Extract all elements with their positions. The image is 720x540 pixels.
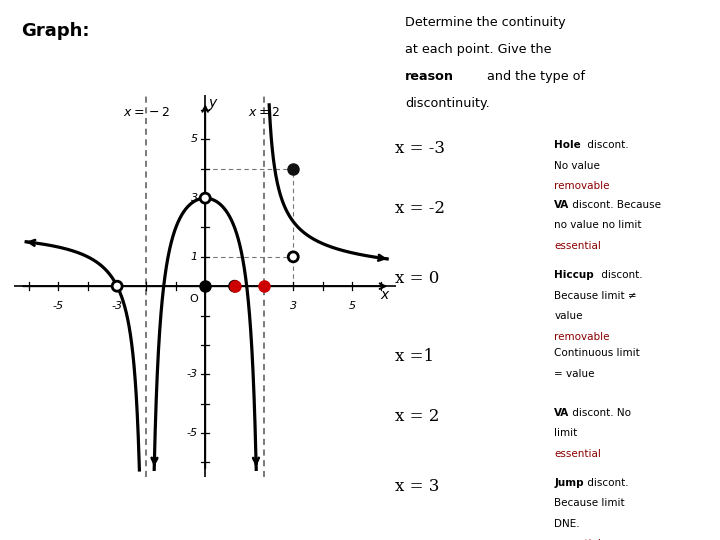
Circle shape bbox=[112, 281, 122, 291]
Text: Jump: Jump bbox=[554, 478, 584, 488]
Text: -5: -5 bbox=[186, 428, 198, 438]
Text: Continuous limit: Continuous limit bbox=[554, 348, 640, 359]
Text: DNE.: DNE. bbox=[554, 519, 580, 529]
Text: x = 2: x = 2 bbox=[395, 408, 440, 424]
Text: y: y bbox=[208, 96, 217, 110]
Text: at each point. Give the: at each point. Give the bbox=[405, 43, 552, 56]
Text: -5: -5 bbox=[53, 301, 64, 311]
Text: Hole: Hole bbox=[554, 140, 581, 151]
Text: discont.: discont. bbox=[583, 478, 628, 488]
Text: discont. Because: discont. Because bbox=[569, 200, 661, 210]
Text: Determine the continuity: Determine the continuity bbox=[405, 16, 566, 29]
Text: essential: essential bbox=[554, 449, 601, 459]
Text: discontinuity.: discontinuity. bbox=[405, 97, 490, 110]
Text: 1: 1 bbox=[191, 252, 198, 262]
Text: and the type of: and the type of bbox=[483, 70, 585, 83]
Text: x: x bbox=[380, 288, 388, 302]
Text: x = -2: x = -2 bbox=[395, 200, 446, 217]
Text: x = -3: x = -3 bbox=[395, 140, 446, 157]
Text: $x=-2$: $x=-2$ bbox=[123, 106, 170, 119]
Text: -3: -3 bbox=[186, 369, 198, 379]
Text: limit: limit bbox=[554, 428, 577, 438]
Text: x = 0: x = 0 bbox=[395, 270, 440, 287]
Text: essential: essential bbox=[554, 539, 601, 540]
Text: 5: 5 bbox=[191, 134, 198, 144]
Text: 3: 3 bbox=[191, 193, 198, 203]
Text: essential: essential bbox=[554, 241, 601, 251]
Text: O: O bbox=[189, 294, 198, 303]
Text: Hiccup: Hiccup bbox=[554, 270, 594, 280]
Text: discont. No: discont. No bbox=[569, 408, 631, 418]
Text: discont.: discont. bbox=[598, 270, 643, 280]
Text: 5: 5 bbox=[348, 301, 356, 311]
Circle shape bbox=[230, 281, 240, 291]
Text: removable: removable bbox=[554, 332, 610, 342]
Circle shape bbox=[288, 252, 298, 262]
Text: reason: reason bbox=[405, 70, 454, 83]
Text: -3: -3 bbox=[112, 301, 122, 311]
Text: Graph:: Graph: bbox=[22, 22, 90, 39]
Text: 3: 3 bbox=[289, 301, 297, 311]
Text: VA: VA bbox=[554, 408, 570, 418]
Text: VA: VA bbox=[554, 200, 570, 210]
Text: Because limit: Because limit bbox=[554, 498, 625, 509]
Text: removable: removable bbox=[554, 181, 610, 192]
Text: = value: = value bbox=[554, 369, 595, 379]
Text: value: value bbox=[554, 311, 583, 321]
Text: $x=2$: $x=2$ bbox=[248, 106, 280, 119]
Text: x = 3: x = 3 bbox=[395, 478, 440, 495]
Text: no value no limit: no value no limit bbox=[554, 220, 642, 231]
Circle shape bbox=[200, 193, 210, 203]
Text: No value: No value bbox=[554, 161, 600, 171]
Text: discont.: discont. bbox=[583, 140, 628, 151]
Text: Because limit ≠: Because limit ≠ bbox=[554, 291, 637, 301]
Text: x =1: x =1 bbox=[395, 348, 435, 365]
